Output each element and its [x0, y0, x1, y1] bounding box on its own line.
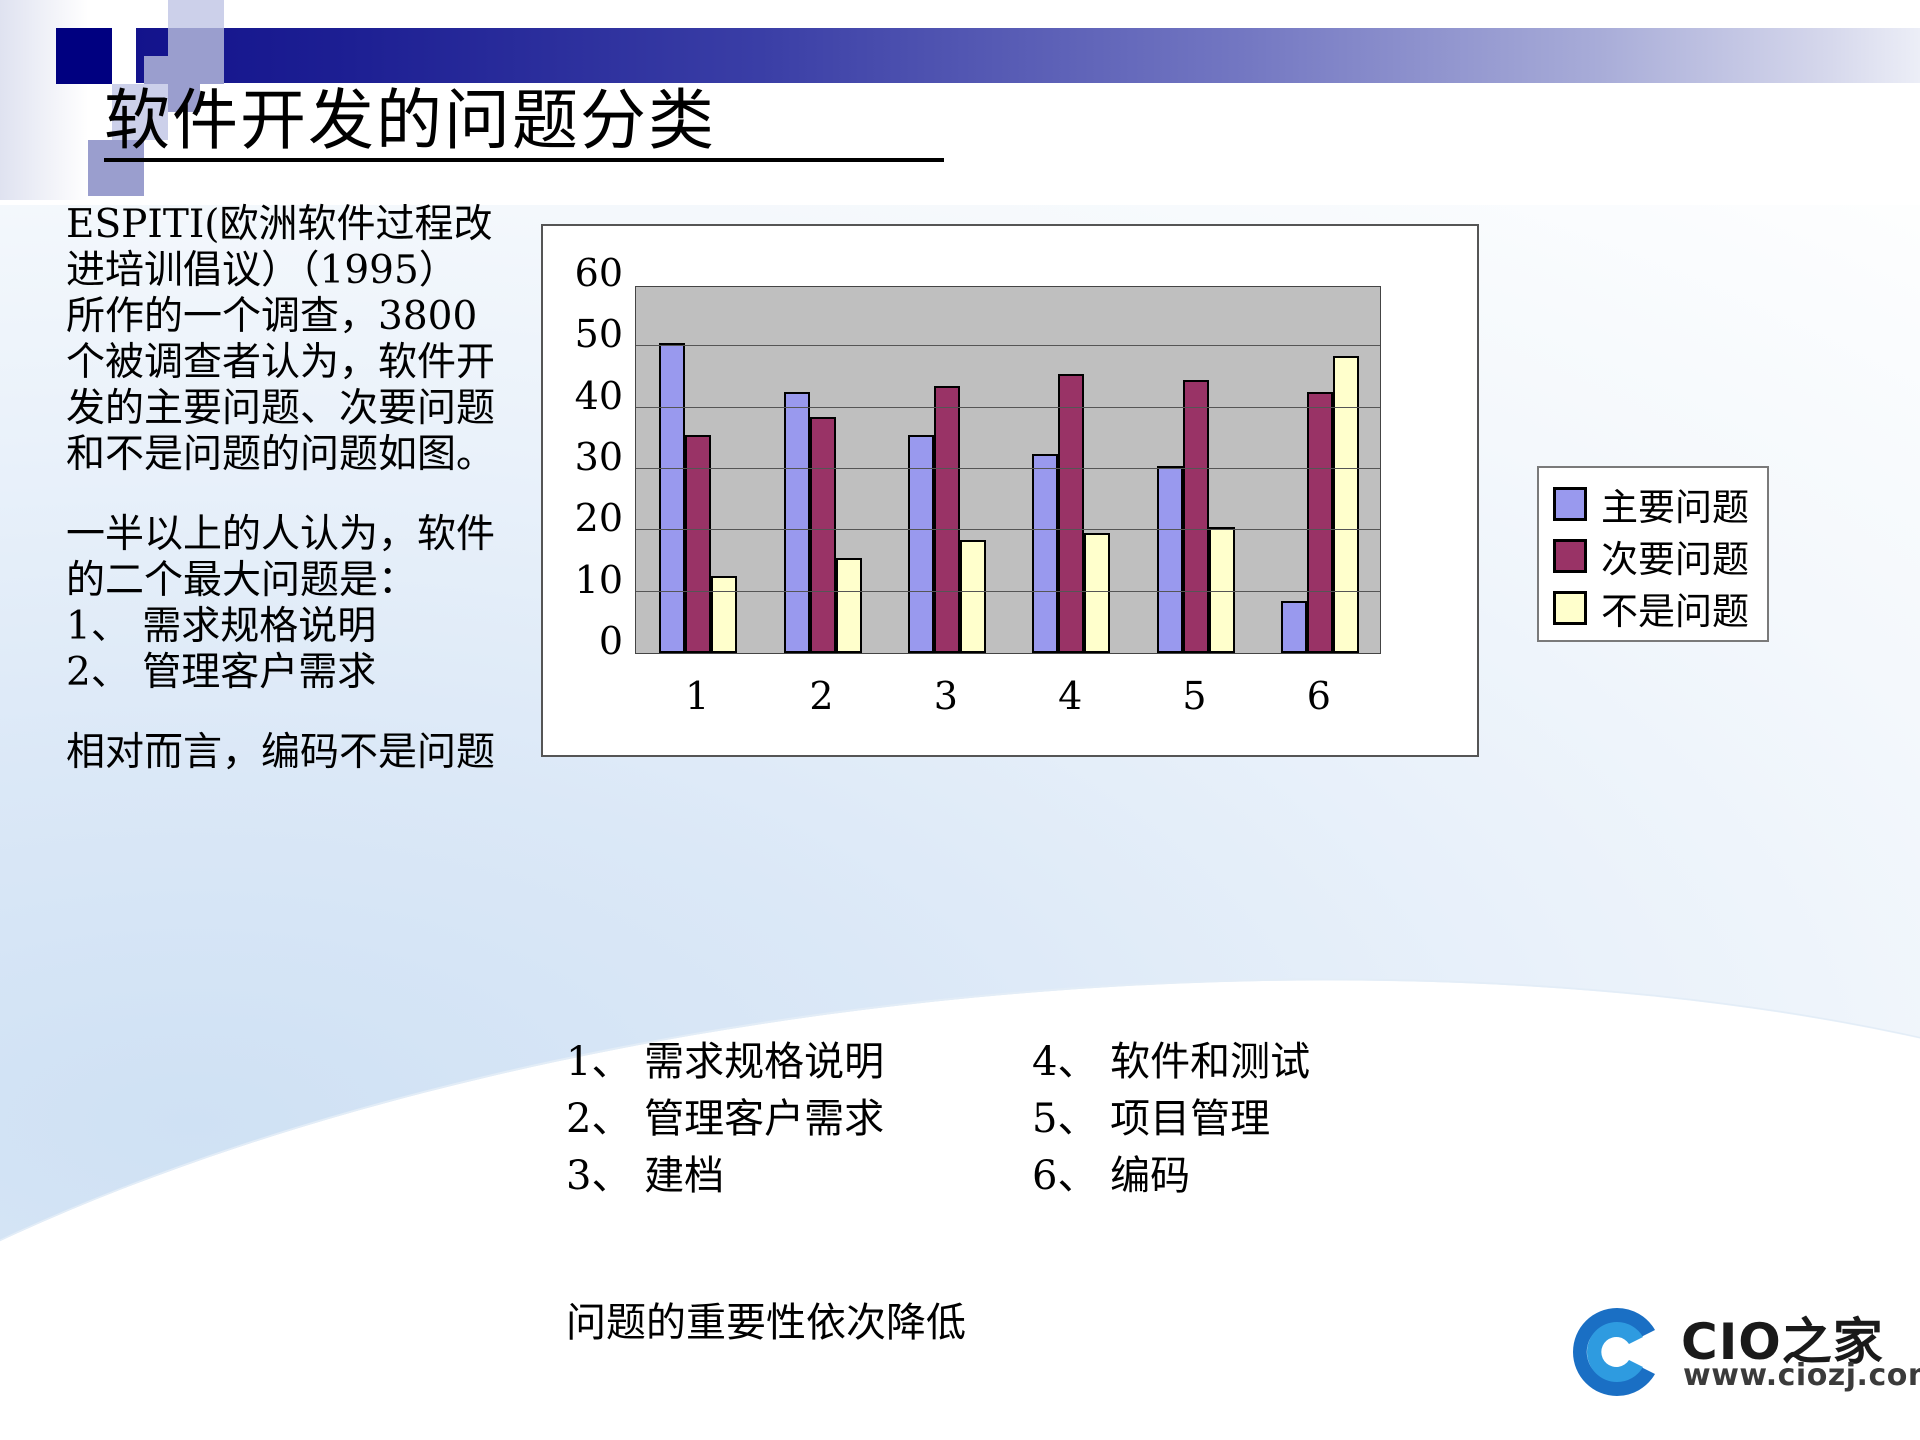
- list-item: 6、 编码: [1032, 1152, 1191, 1199]
- bar: [835, 557, 862, 653]
- x-tick-label: 2: [809, 674, 834, 718]
- legend-label: 不是问题: [1601, 590, 1749, 633]
- y-tick-label: 60: [574, 251, 623, 295]
- y-tick-label: 50: [574, 312, 623, 357]
- left-text-column: ESPITI(欧洲软件过程改进培训倡议）（1995）所作的一个调查，3800个被…: [66, 202, 496, 776]
- list-item: 4、 软件和测试: [1032, 1039, 1311, 1085]
- bar: [907, 435, 934, 653]
- bar: [1306, 392, 1333, 653]
- bar: [659, 343, 686, 653]
- header-gradient-band: [136, 28, 1920, 83]
- logo-name: CIO之家: [1681, 1313, 1884, 1371]
- x-axis-tick-labels: 1 2 3 4 5 6: [635, 674, 1381, 734]
- left-paragraph-2: 一半以上的人认为，软件的二个最大问题是：: [66, 512, 496, 604]
- decor-square-lower: [112, 84, 168, 140]
- bar-series-host: [636, 287, 1380, 653]
- list-item: 2、 管理客户需求: [566, 1095, 885, 1142]
- y-tick-label: 30: [574, 435, 623, 479]
- spacer: [66, 478, 496, 512]
- bar: [1280, 600, 1307, 653]
- list-item: 1、 需求规格说明: [566, 1039, 885, 1085]
- gridline: [636, 529, 1380, 531]
- logo-url: www.ciozj.com: [1683, 1358, 1920, 1393]
- bottom-list-right: 4、 软件和测试 5、 项目管理 6、 编码: [1032, 1034, 1310, 1204]
- bar: [1182, 380, 1209, 653]
- y-tick-label: 10: [574, 557, 623, 602]
- y-tick-label: 0: [598, 619, 623, 663]
- left-paragraph-4: 2、 管理客户需求: [66, 650, 377, 696]
- chart-legend: 主要问题 次要问题 不是问题: [1537, 466, 1769, 642]
- decor-square-bottom: [88, 140, 144, 196]
- x-tick-label: 4: [1058, 674, 1083, 718]
- title-underline: [104, 158, 944, 162]
- bar: [1156, 465, 1183, 653]
- bottom-note: 问题的重要性依次降低: [566, 1300, 966, 1346]
- bar: [809, 416, 836, 653]
- page-title: 软件开发的问题分类: [104, 82, 716, 159]
- left-paragraph-3: 1、 需求规格说明: [66, 604, 377, 650]
- legend-label: 次要问题: [1601, 538, 1749, 581]
- y-tick-label: 20: [574, 496, 623, 541]
- bar: [783, 392, 810, 653]
- x-tick-label: 1: [685, 674, 710, 718]
- legend-swatch-icon: [1553, 539, 1587, 573]
- plot-area: [635, 286, 1381, 654]
- spacer: [66, 696, 496, 730]
- bar: [959, 539, 986, 653]
- bar: [1208, 527, 1235, 653]
- cio-logo: CIO之家 www.ciozj.com: [1565, 1296, 1920, 1408]
- bar: [1058, 373, 1085, 653]
- bar: [685, 435, 712, 653]
- legend-item: 不是问题: [1553, 582, 1767, 634]
- bar: [711, 576, 738, 653]
- legend-swatch-icon: [1553, 487, 1587, 521]
- bar: [933, 386, 960, 653]
- legend-item: 主要问题: [1553, 478, 1767, 530]
- legend-swatch-icon: [1553, 591, 1587, 625]
- bottom-list-left: 1、 需求规格说明 2、 管理客户需求 3、 建档: [566, 1034, 884, 1204]
- y-tick-label: 40: [574, 373, 623, 418]
- left-paragraph-5: 相对而言，编码不是问题: [66, 730, 496, 776]
- decor-square-right: [168, 28, 224, 84]
- bar: [1032, 453, 1059, 653]
- x-tick-label: 3: [933, 674, 958, 718]
- x-tick-label: 6: [1306, 674, 1331, 718]
- x-tick-label: 5: [1182, 674, 1207, 718]
- list-item: 5、 项目管理: [1032, 1095, 1271, 1142]
- decor-square-navy: [56, 28, 112, 84]
- left-paragraph-1: ESPITI(欧洲软件过程改进培训倡议）（1995）所作的一个调查，3800个被…: [66, 202, 496, 478]
- gridline: [636, 590, 1380, 592]
- bar: [1084, 533, 1111, 653]
- bar: [1332, 355, 1359, 653]
- bar-chart: 0 10 20 30 40 50 60 1 2 3 4 5 6: [541, 224, 1479, 757]
- gridline: [636, 345, 1380, 347]
- gridline: [636, 406, 1380, 408]
- cio-logo-icon: [1573, 1308, 1655, 1396]
- legend-item: 次要问题: [1553, 530, 1767, 582]
- legend-label: 主要问题: [1601, 486, 1749, 529]
- list-item: 3、 建档: [566, 1152, 725, 1199]
- gridline: [636, 468, 1380, 469]
